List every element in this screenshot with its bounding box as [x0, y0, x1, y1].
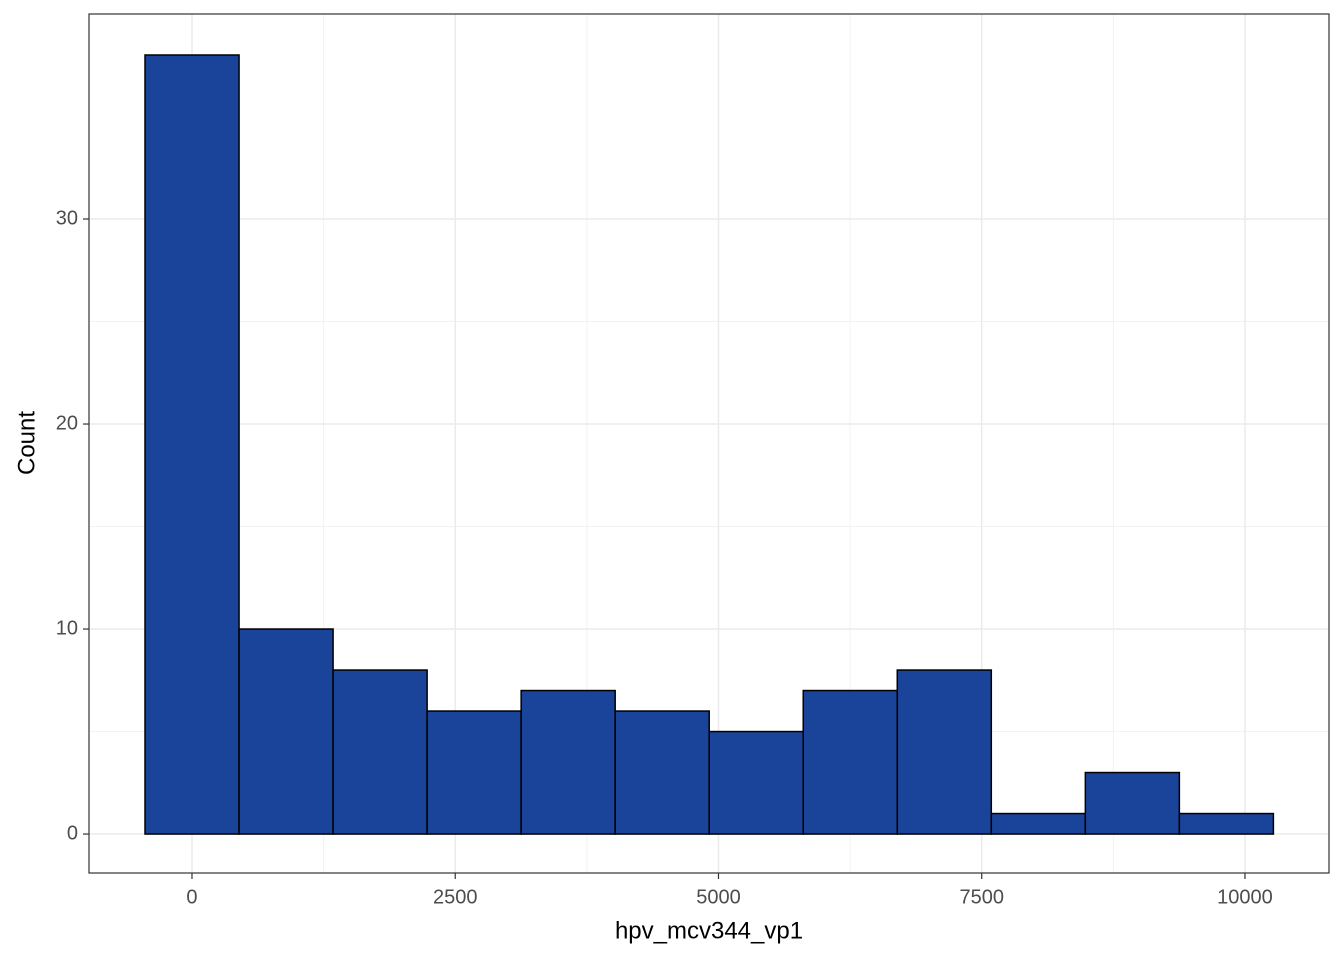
y-tick-label: 20: [56, 412, 78, 434]
y-tick-label: 30: [56, 207, 78, 229]
bar: [990, 812, 1087, 835]
bar: [1178, 812, 1275, 835]
x-tick-label: 2500: [433, 886, 478, 908]
bar: [144, 54, 240, 835]
bar: [708, 730, 804, 835]
x-tick-label: 0: [186, 886, 197, 908]
y-tick-label: 0: [67, 822, 78, 844]
x-tick-label: 7500: [959, 886, 1004, 908]
bar: [332, 669, 428, 835]
bar: [238, 628, 334, 835]
x-axis-title: hpv_mcv344_vp1: [615, 917, 803, 944]
bar: [896, 669, 993, 835]
axes: 0 2500 5000 7500 10000 0 10 20 30: [56, 207, 1273, 908]
bar: [1084, 771, 1181, 835]
bar: [614, 710, 710, 835]
x-tick-label: 10000: [1217, 886, 1273, 908]
bar: [426, 710, 522, 835]
panel-border: [88, 13, 1330, 874]
bar: [520, 689, 616, 835]
bars: [144, 54, 1275, 835]
y-axis-title: Count: [13, 411, 40, 475]
bar: [802, 689, 899, 835]
y-tick-label: 10: [56, 617, 78, 639]
x-tick-label: 5000: [696, 886, 741, 908]
